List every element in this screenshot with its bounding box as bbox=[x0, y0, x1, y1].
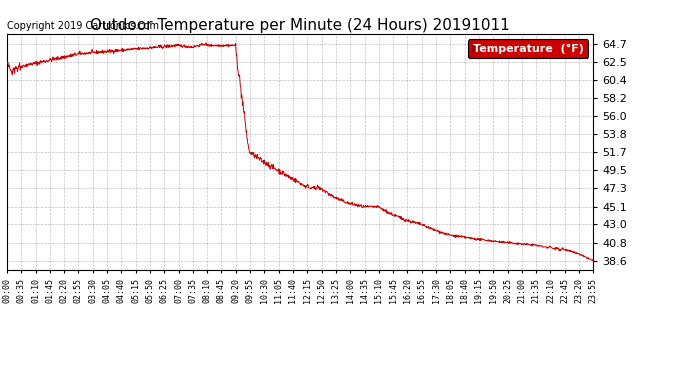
Title: Outdoor Temperature per Minute (24 Hours) 20191011: Outdoor Temperature per Minute (24 Hours… bbox=[90, 18, 510, 33]
Legend: Temperature  (°F): Temperature (°F) bbox=[468, 39, 588, 58]
Text: Copyright 2019 Cartronics.com: Copyright 2019 Cartronics.com bbox=[7, 21, 159, 32]
